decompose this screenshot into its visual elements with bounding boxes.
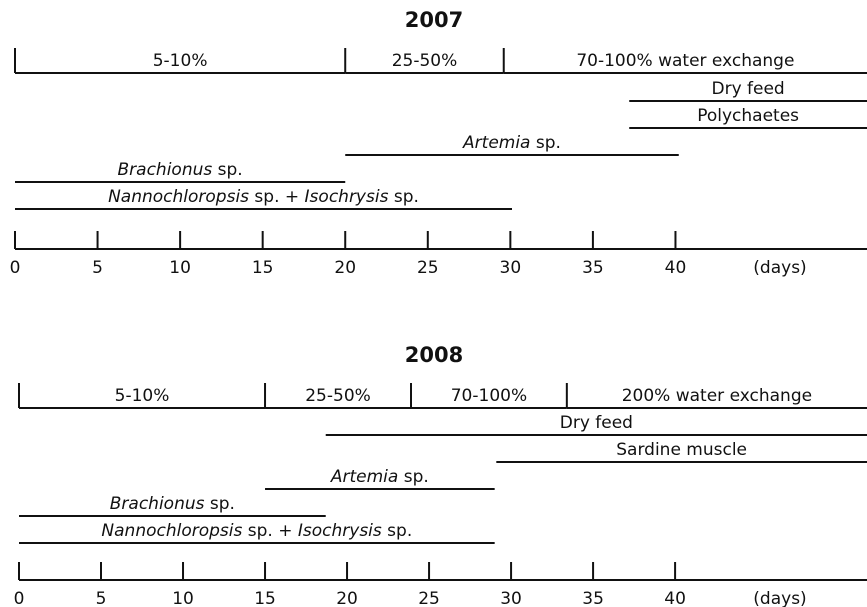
x-tick-label: 25 xyxy=(418,589,440,607)
feed-label-part: sp. xyxy=(530,133,560,153)
feed-label-part: Dry feed xyxy=(560,413,633,433)
feed-label-part: Polychaetes xyxy=(697,106,799,126)
feed-label-part: Nannochloropsis xyxy=(108,187,249,207)
x-tick-label: 30 xyxy=(500,589,522,607)
feed-label: Nannochloropsis sp. + Isochrysis sp. xyxy=(108,187,419,207)
feed-label: Nannochloropsis sp. + Isochrysis sp. xyxy=(101,521,412,541)
feed-label-part: sp. + xyxy=(242,521,298,541)
feed-label: Dry feed xyxy=(711,79,784,99)
x-tick-label: 0 xyxy=(10,258,21,278)
phase-label: 5-10% xyxy=(153,51,208,71)
phase-label: 5-10% xyxy=(115,386,170,406)
feed-label: Artemia sp. xyxy=(462,133,561,153)
feed-label-part: Dry feed xyxy=(711,79,784,99)
x-tick-label: 30 xyxy=(500,258,522,278)
phase-label: 25-50% xyxy=(305,386,371,406)
x-tick-label: 10 xyxy=(172,589,194,607)
panel-title: 2007 xyxy=(405,8,463,32)
x-tick-label: 15 xyxy=(252,258,274,278)
x-tick-label: 5 xyxy=(92,258,103,278)
feed-label-part: Isochrysis xyxy=(305,187,389,207)
x-tick-label: 40 xyxy=(664,589,686,607)
feed-label-part: Nannochloropsis xyxy=(101,521,242,541)
feed-label-part: Artemia xyxy=(462,133,530,153)
feed-label-part: Sardine muscle xyxy=(616,440,747,460)
phase-label: 200% water exchange xyxy=(622,386,812,406)
feed-label: Sardine muscle xyxy=(616,440,747,460)
feed-label: Brachionus sp. xyxy=(118,160,243,180)
x-tick-label: 40 xyxy=(665,258,687,278)
unit-label: (days) xyxy=(753,258,806,278)
feed-label-part: sp. xyxy=(398,467,428,487)
feed-label-part: Brachionus xyxy=(110,494,205,514)
feed-label-part: sp. + xyxy=(249,187,305,207)
x-tick-label: 5 xyxy=(96,589,107,607)
phase-label: 70-100% xyxy=(451,386,527,406)
x-tick-label: 10 xyxy=(169,258,191,278)
feed-label-part: Artemia xyxy=(330,467,398,487)
x-tick-label: 15 xyxy=(254,589,276,607)
feed-label-part: sp. xyxy=(204,494,234,514)
feed-label: Dry feed xyxy=(560,413,633,433)
x-tick-label: 35 xyxy=(582,589,604,607)
feed-label-part: sp. xyxy=(382,521,412,541)
feed-label: Brachionus sp. xyxy=(110,494,235,514)
feed-label-part: sp. xyxy=(212,160,242,180)
x-tick-label: 25 xyxy=(417,258,439,278)
x-tick-label: 20 xyxy=(334,258,356,278)
x-tick-label: 35 xyxy=(582,258,604,278)
panel-title: 2008 xyxy=(405,343,463,367)
phase-label: 25-50% xyxy=(392,51,458,71)
x-tick-label: 0 xyxy=(14,589,25,607)
unit-label: (days) xyxy=(753,589,806,607)
x-tick-label: 20 xyxy=(336,589,358,607)
feed-label-part: Brachionus xyxy=(118,160,213,180)
feed-label-part: Isochrysis xyxy=(298,521,382,541)
phase-label: 70-100% water exchange xyxy=(576,51,794,71)
feed-label-part: sp. xyxy=(388,187,418,207)
feed-label: Polychaetes xyxy=(697,106,799,126)
feed-label: Artemia sp. xyxy=(330,467,429,487)
